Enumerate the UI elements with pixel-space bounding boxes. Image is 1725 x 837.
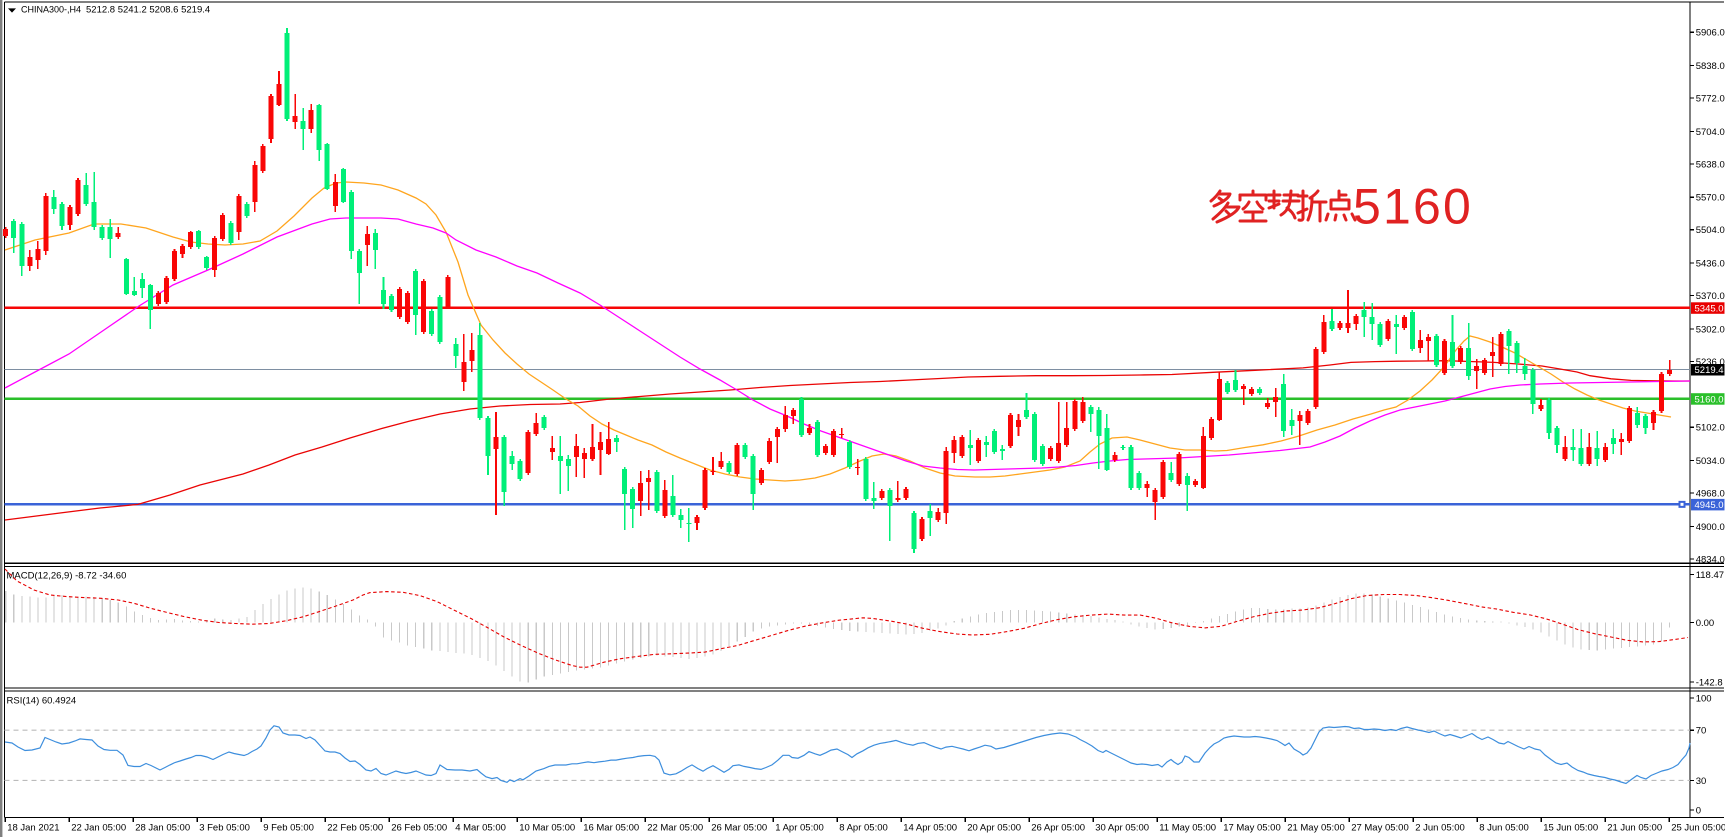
svg-text:26 Mar 05:00: 26 Mar 05:00 xyxy=(711,822,767,833)
svg-text:5638.0: 5638.0 xyxy=(1696,159,1725,170)
svg-text:21 Jun 05:00: 21 Jun 05:00 xyxy=(1607,822,1662,833)
svg-text:26 Feb 05:00: 26 Feb 05:00 xyxy=(391,822,447,833)
svg-text:5906.0: 5906.0 xyxy=(1696,28,1725,39)
svg-text:30: 30 xyxy=(1696,776,1707,787)
svg-text:16 Mar 05:00: 16 Mar 05:00 xyxy=(583,822,639,833)
svg-text:20 Apr 05:00: 20 Apr 05:00 xyxy=(967,822,1021,833)
svg-text:11 May 05:00: 11 May 05:00 xyxy=(1159,822,1216,833)
svg-text:5302.0: 5302.0 xyxy=(1696,324,1725,335)
svg-text:5838.0: 5838.0 xyxy=(1696,61,1725,72)
svg-text:8 Apr 05:00: 8 Apr 05:00 xyxy=(839,822,888,833)
svg-text:15 Jun 05:00: 15 Jun 05:00 xyxy=(1543,822,1598,833)
svg-text:22 Jan 05:00: 22 Jan 05:00 xyxy=(71,822,126,833)
svg-text:5212.8 5241.2 5208.6 5219.4: 5212.8 5241.2 5208.6 5219.4 xyxy=(86,4,210,15)
svg-text:5436.0: 5436.0 xyxy=(1696,259,1725,270)
svg-text:21 May 05:00: 21 May 05:00 xyxy=(1287,822,1345,833)
svg-text:5160: 5160 xyxy=(1353,179,1473,235)
svg-text:5370.0: 5370.0 xyxy=(1696,291,1725,302)
svg-text:18 Jan 2021: 18 Jan 2021 xyxy=(7,822,59,833)
svg-text:10 Mar 05:00: 10 Mar 05:00 xyxy=(519,822,575,833)
svg-text:28 Jan 05:00: 28 Jan 05:00 xyxy=(135,822,190,833)
svg-text:1 Apr 05:00: 1 Apr 05:00 xyxy=(775,822,824,833)
svg-text:17 May 05:00: 17 May 05:00 xyxy=(1223,822,1281,833)
svg-text:4945.0: 4945.0 xyxy=(1695,500,1724,511)
svg-text:MACD(12,26,9) -8.72 -34.60: MACD(12,26,9) -8.72 -34.60 xyxy=(7,571,127,582)
svg-text:8 Jun 05:00: 8 Jun 05:00 xyxy=(1479,822,1529,833)
svg-text:26 Apr 05:00: 26 Apr 05:00 xyxy=(1031,822,1085,833)
svg-text:5219.4: 5219.4 xyxy=(1695,365,1724,376)
svg-text:118.47: 118.47 xyxy=(1696,570,1724,581)
svg-text:4900.0: 4900.0 xyxy=(1696,522,1725,533)
svg-text:27 May 05:00: 27 May 05:00 xyxy=(1351,822,1409,833)
svg-text:4834.0: 4834.0 xyxy=(1696,554,1725,565)
svg-text:70: 70 xyxy=(1696,726,1707,737)
svg-text:-142.8: -142.8 xyxy=(1696,677,1723,688)
svg-text:100: 100 xyxy=(1696,693,1712,704)
svg-text:4 Mar 05:00: 4 Mar 05:00 xyxy=(455,822,506,833)
svg-text:5160.0: 5160.0 xyxy=(1695,394,1724,405)
svg-text:0: 0 xyxy=(1696,805,1701,816)
svg-text:5504.0: 5504.0 xyxy=(1696,225,1725,236)
svg-text:30 Apr 05:00: 30 Apr 05:00 xyxy=(1095,822,1149,833)
svg-text:22 Mar 05:00: 22 Mar 05:00 xyxy=(647,822,703,833)
svg-text:5570.0: 5570.0 xyxy=(1696,193,1725,204)
svg-text:14 Apr 05:00: 14 Apr 05:00 xyxy=(903,822,957,833)
svg-text:5704.0: 5704.0 xyxy=(1696,127,1725,138)
svg-text:CHINA300-,H4: CHINA300-,H4 xyxy=(21,4,81,14)
svg-text:3 Feb 05:00: 3 Feb 05:00 xyxy=(199,822,250,833)
svg-text:2 Jun 05:00: 2 Jun 05:00 xyxy=(1415,822,1465,833)
svg-text:5102.0: 5102.0 xyxy=(1696,423,1725,434)
svg-text:5345.0: 5345.0 xyxy=(1695,303,1724,314)
svg-text:9 Feb 05:00: 9 Feb 05:00 xyxy=(263,822,314,833)
svg-text:4968.0: 4968.0 xyxy=(1696,489,1725,500)
svg-text:RSI(14) 60.4924: RSI(14) 60.4924 xyxy=(7,696,77,707)
svg-text:22 Feb 05:00: 22 Feb 05:00 xyxy=(327,822,383,833)
svg-text:25 Jun 05:00: 25 Jun 05:00 xyxy=(1671,822,1725,833)
svg-text:5772.0: 5772.0 xyxy=(1696,93,1725,104)
svg-text:0.00: 0.00 xyxy=(1696,618,1715,629)
svg-text:5034.0: 5034.0 xyxy=(1696,456,1725,467)
svg-text:5236.0: 5236.0 xyxy=(1696,357,1725,368)
